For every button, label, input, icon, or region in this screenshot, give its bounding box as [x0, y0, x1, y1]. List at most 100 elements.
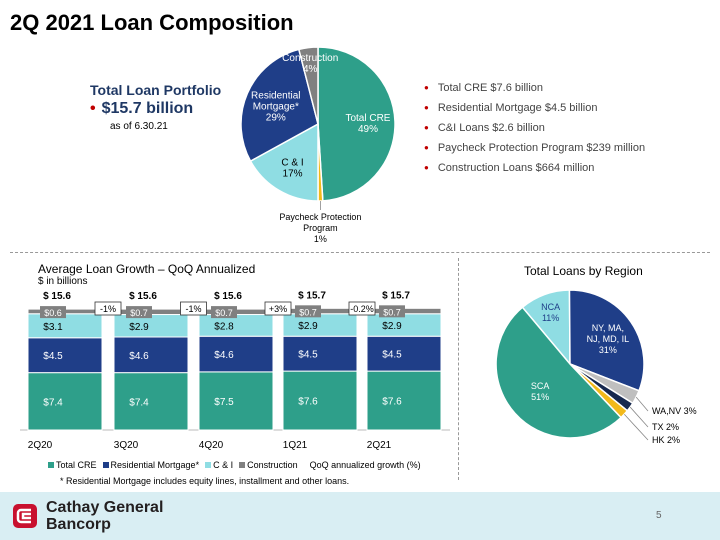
pie-label: 4% [303, 64, 318, 75]
bar-segment [113, 372, 189, 431]
bar-label-box [295, 305, 321, 318]
pie-slice [240, 48, 319, 163]
bar-label: $0.6 [44, 308, 62, 318]
growth-label: -1% [185, 304, 201, 314]
composition-list-item: ● Total CRE $7.6 billion [424, 82, 544, 94]
growth-chart-legend: Total CRE Residential Mortgage* C & I Co… [48, 460, 421, 470]
legend-item: Total CRE [48, 460, 97, 470]
pie-label: 29% [266, 113, 286, 124]
pie-label: SCA [531, 381, 550, 391]
bar-segment [282, 370, 358, 431]
bar-segment [366, 335, 442, 372]
bar-total-label: $ 15.7 [382, 290, 410, 301]
pie-label: TX 2% [652, 422, 679, 432]
bar-label-box [211, 306, 237, 319]
portfolio-heading: Total Loan Portfolio [90, 82, 222, 98]
column-divider [458, 258, 459, 480]
growth-label-box [94, 301, 122, 316]
pie-label: 51% [531, 392, 549, 402]
pie-slice [297, 46, 319, 125]
growth-label-box [348, 301, 376, 316]
company-logo-text: Cathay General Bancorp [46, 499, 163, 533]
pie-slice [249, 122, 319, 202]
section-divider [10, 252, 710, 253]
growth-label: -0.2% [350, 304, 374, 314]
bar-total-label: $ 15.7 [298, 290, 326, 301]
pie-label: 1% [314, 234, 327, 244]
bar-label: $2.8 [214, 321, 234, 332]
bar-segment [282, 335, 358, 372]
composition-list: ● Total CRE $7.6 billion ● Residential Mor… [424, 78, 645, 178]
portfolio-amount-value: $15.7 billion [101, 100, 194, 117]
x-tick-label: 4Q20 [199, 440, 224, 451]
growth-label-box [264, 301, 292, 316]
bar-label: $7.5 [214, 397, 234, 408]
bar-label: $4.5 [298, 350, 318, 361]
bar-label: $4.6 [214, 350, 234, 361]
composition-list-item: ● C&I Loans $2.6 billion [424, 122, 545, 134]
composition-list-item: ● Residential Mortgage $4.5 billion [424, 102, 598, 114]
pie-label: Mortgage* [253, 102, 299, 113]
page-number: 5 [656, 510, 662, 521]
pie-slice [317, 46, 396, 202]
bar-total-label: $ 15.6 [129, 291, 157, 302]
pie-label: NY, MA, [592, 323, 624, 333]
bar-label: $0.7 [130, 308, 148, 318]
bar-label: $4.6 [129, 351, 149, 362]
pie-label: C & I [281, 158, 303, 169]
growth-chart-title: Average Loan Growth – QoQ Annualized [38, 262, 256, 276]
bar-label: $2.9 [382, 321, 402, 332]
x-tick-label: 2Q21 [367, 440, 392, 451]
bar-label-box [126, 306, 152, 319]
legend-item: Residential Mortgage* [102, 460, 199, 470]
footer-bar [0, 492, 720, 540]
growth-label: +3% [269, 304, 287, 314]
pie-label: 11% [542, 313, 559, 323]
bar-segment [113, 336, 189, 374]
bar-segment [366, 370, 442, 431]
composition-list-item: ● Paycheck Protection Program $239 millio… [424, 142, 646, 154]
pie-label: Total CRE [345, 113, 390, 124]
loan-growth-bar-chart: $7.4 $4.5 $3.1 $0.6 $ 15.6 2Q20 $7.4 $4.6 $2.9 $0… [20, 290, 450, 451]
pie-slice [568, 289, 645, 392]
portfolio-as-of: as of 6.30.21 [110, 121, 168, 132]
region-chart-title: Total Loans by Region [524, 264, 643, 278]
x-tick-label: 2Q20 [28, 440, 53, 451]
bar-label: $2.9 [129, 322, 149, 333]
bar-label: $7.6 [298, 397, 318, 408]
logo-line-1: Cathay General [46, 499, 164, 516]
bar-label: $2.9 [298, 321, 318, 332]
bar-segment [198, 371, 274, 431]
bar-label: $4.5 [43, 351, 63, 362]
pie-slice [495, 306, 623, 439]
legend-item: C & I [205, 460, 233, 470]
pie-leader-line [629, 406, 649, 428]
x-tick-label: 1Q21 [283, 440, 308, 451]
bar-segment [27, 372, 103, 431]
legend-item: QoQ annualized growth (%) [309, 460, 421, 470]
pie-label: WA,NV 3% [652, 406, 697, 416]
bar-label-box [40, 306, 66, 319]
x-tick-label: 3Q20 [114, 440, 139, 451]
pie-label: 49% [358, 124, 378, 135]
cathay-logo-icon [13, 504, 37, 528]
bar-total-label: $ 15.6 [214, 291, 242, 302]
pie-leader-line [624, 414, 649, 441]
bar-segment [27, 337, 103, 374]
bar-label: $4.5 [382, 350, 402, 361]
bar-label: $0.7 [215, 308, 233, 318]
logo-line-2: Bancorp [46, 516, 111, 533]
growth-chart-units: $ in billions [38, 276, 88, 287]
bar-label: $0.7 [299, 307, 317, 317]
pie-label: NCA [541, 302, 560, 312]
legend-item: Construction [239, 460, 298, 470]
growth-label-box [180, 301, 207, 316]
portfolio-amount: • $15.7 billion [90, 100, 194, 117]
bar-label: $3.1 [43, 322, 63, 333]
pie-label: Residential [251, 91, 300, 102]
bar-total-label: $ 15.6 [43, 291, 71, 302]
pie-label: 31% [599, 345, 617, 355]
pie-label: Program [303, 223, 338, 233]
